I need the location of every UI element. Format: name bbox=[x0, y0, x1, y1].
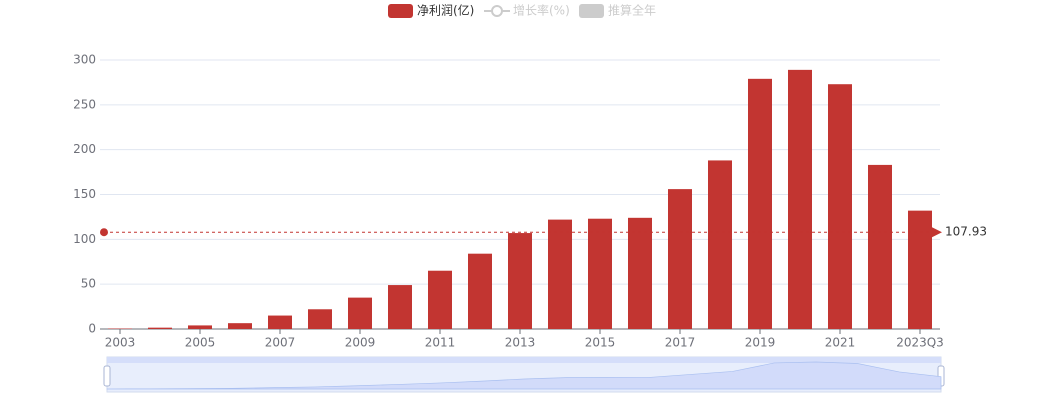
bar bbox=[308, 309, 332, 329]
bar bbox=[508, 233, 532, 329]
bar bbox=[228, 323, 252, 329]
y-tick-label: 0 bbox=[88, 322, 96, 336]
legend-swatch[interactable] bbox=[579, 4, 604, 18]
legend-label[interactable]: 推算全年 bbox=[608, 3, 656, 18]
bar bbox=[668, 189, 692, 329]
bar bbox=[748, 78, 772, 329]
x-tick-label: 2015 bbox=[585, 336, 616, 350]
bar bbox=[548, 219, 572, 329]
average-label: 107.93 bbox=[945, 225, 987, 239]
y-tick-label: 250 bbox=[73, 97, 96, 111]
average-arrow bbox=[932, 227, 942, 238]
x-tick-label: 2023Q3 bbox=[896, 336, 944, 350]
bar bbox=[268, 315, 292, 329]
y-tick-label: 150 bbox=[73, 187, 96, 201]
x-tick-label: 2017 bbox=[665, 336, 696, 350]
bar bbox=[468, 253, 492, 329]
x-tick-label: 2005 bbox=[185, 336, 216, 350]
legend-swatch[interactable] bbox=[388, 4, 413, 18]
bar bbox=[788, 69, 812, 329]
bar bbox=[148, 327, 172, 329]
datazoom-bar[interactable] bbox=[107, 357, 941, 363]
x-tick-label: 2007 bbox=[265, 336, 296, 350]
average-start bbox=[100, 228, 108, 237]
y-tick-label: 200 bbox=[73, 142, 96, 156]
bar bbox=[188, 325, 212, 329]
x-tick-label: 2013 bbox=[505, 336, 536, 350]
bar bbox=[588, 218, 612, 329]
bar bbox=[708, 160, 732, 329]
y-tick-label: 100 bbox=[73, 232, 96, 246]
y-tick-label: 50 bbox=[81, 277, 96, 291]
datazoom-handle[interactable] bbox=[103, 365, 111, 387]
bar bbox=[388, 285, 412, 329]
bar bbox=[348, 297, 372, 329]
x-tick-label: 2021 bbox=[825, 336, 856, 350]
x-tick-label: 2019 bbox=[745, 336, 776, 350]
x-tick-label: 2011 bbox=[425, 336, 456, 350]
bar bbox=[628, 217, 652, 329]
y-tick-label: 300 bbox=[73, 53, 96, 67]
bar bbox=[828, 84, 852, 330]
legend-label[interactable]: 净利润(亿) bbox=[417, 3, 474, 18]
datazoom-shadow bbox=[106, 361, 942, 390]
legend-label[interactable]: 增长率(%) bbox=[513, 3, 570, 18]
legend-swatch[interactable] bbox=[491, 5, 503, 17]
x-tick-label: 2009 bbox=[345, 336, 376, 350]
x-tick-label: 2003 bbox=[105, 336, 136, 350]
bar bbox=[428, 270, 452, 329]
bar bbox=[908, 210, 932, 329]
bar bbox=[868, 164, 892, 329]
